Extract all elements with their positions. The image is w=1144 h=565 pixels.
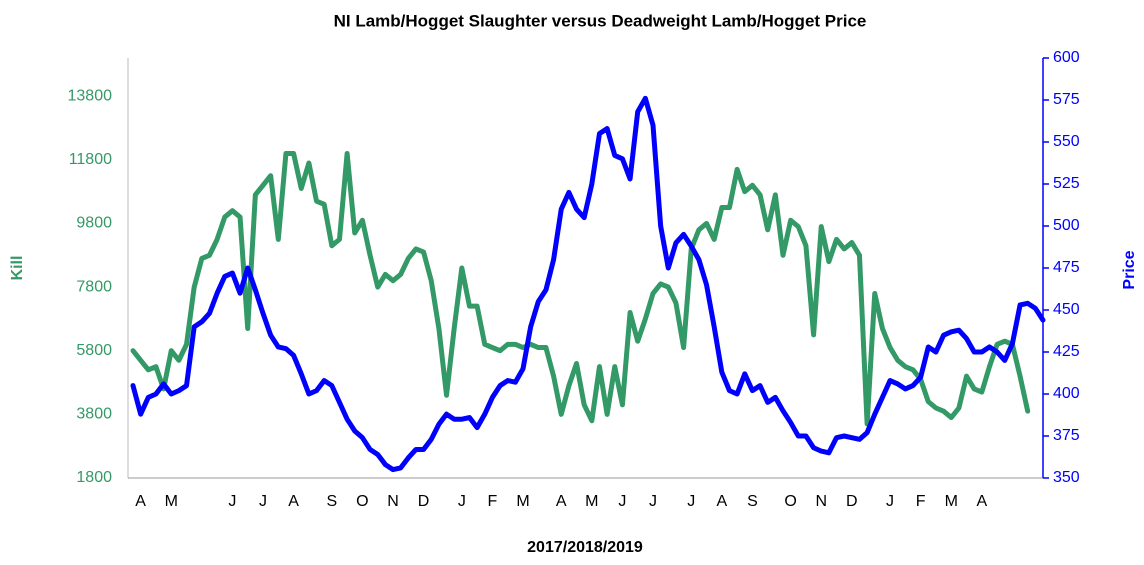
y2-tick-label: 550 — [1053, 133, 1080, 150]
x-tick-label: A — [976, 493, 987, 510]
x-tick-label: N — [815, 493, 827, 510]
y-tick-label: 5800 — [76, 342, 112, 359]
y2-tick-label: 450 — [1053, 301, 1080, 318]
x-tick-label: J — [618, 493, 626, 510]
y-tick-label: 11800 — [69, 151, 112, 168]
chart-title: NI Lamb/Hogget Slaughter versus Deadweig… — [334, 11, 867, 30]
y2-axis-title: Price — [1121, 250, 1138, 289]
x-tick-label: M — [585, 493, 598, 510]
y2-tick-label: 350 — [1053, 469, 1080, 486]
x-tick-label: F — [488, 493, 498, 510]
y-axis-title: Kill — [9, 256, 26, 281]
y2-tick-label: 425 — [1053, 343, 1080, 360]
x-tick-label: J — [259, 493, 267, 510]
x-tick-label: J — [458, 493, 466, 510]
x-tick-label: J — [228, 493, 236, 510]
y2-tick-label: 375 — [1053, 427, 1080, 444]
x-tick-label: A — [716, 493, 727, 510]
x-tick-label: J — [649, 493, 657, 510]
y2-tick-label: 600 — [1053, 49, 1080, 66]
series-line — [130, 95, 1046, 473]
y2-tick-label: 525 — [1053, 175, 1080, 192]
x-tick-label: A — [135, 493, 146, 510]
x-tick-label: M — [516, 493, 529, 510]
y-tick-label: 9800 — [76, 215, 112, 232]
x-tick-label: D — [846, 493, 858, 510]
x-tick-label: F — [916, 493, 926, 510]
y-tick-label: 7800 — [76, 278, 112, 295]
x-tick-label: S — [326, 493, 337, 510]
x-tick-label: S — [747, 493, 758, 510]
y2-tick-label: 400 — [1053, 385, 1080, 402]
x-tick-label: O — [784, 493, 796, 510]
x-tick-label: D — [418, 493, 430, 510]
y2-tick-label: 575 — [1053, 91, 1080, 108]
x-tick-label: M — [165, 493, 178, 510]
x-tick-label: M — [945, 493, 958, 510]
x-axis-title: 2017/2018/2019 — [527, 539, 643, 556]
y2-tick-label: 475 — [1053, 259, 1080, 276]
x-tick-label: J — [687, 493, 695, 510]
x-tick-label: A — [288, 493, 299, 510]
x-tick-label: J — [886, 493, 894, 510]
x-tick-label: O — [356, 493, 368, 510]
x-tick-label: N — [387, 493, 399, 510]
y-tick-label: 3800 — [76, 406, 112, 423]
y2-tick-label: 500 — [1053, 217, 1080, 234]
x-tick-label: A — [556, 493, 567, 510]
y-tick-label: 1800 — [76, 469, 112, 486]
y-tick-label: 13800 — [68, 87, 113, 104]
series-line — [130, 150, 1031, 427]
